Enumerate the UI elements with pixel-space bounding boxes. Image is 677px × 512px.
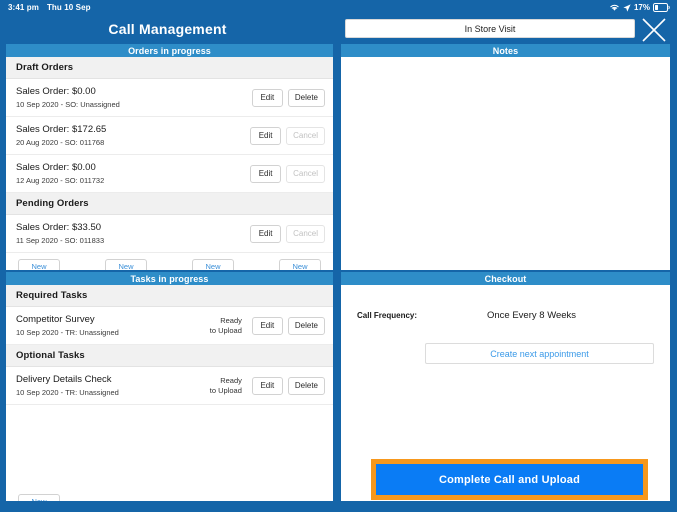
call-frequency-label: Call Frequency:	[357, 311, 418, 320]
call-frequency-row: Call Frequency: Once Every 8 Weeks	[341, 310, 670, 321]
status-time: 3:41 pm	[8, 3, 39, 12]
order-info: Sales Order: $33.50 11 Sep 2020 - SO: 01…	[16, 221, 245, 246]
complete-call-and-upload-button[interactable]: Complete Call and Upload	[376, 464, 643, 495]
delete-button[interactable]: Delete	[287, 88, 325, 107]
group-heading-draft-orders: Draft Orders	[6, 57, 333, 79]
order-subtitle: 11 Sep 2020 - SO: 011833	[16, 236, 105, 245]
notes-area[interactable]	[341, 57, 670, 270]
delete-button[interactable]: Delete	[287, 316, 325, 335]
close-icon[interactable]	[640, 16, 668, 44]
task-subtitle: 10 Sep 2020 - TR: Unassigned	[16, 388, 119, 397]
status-badge: Ready to Upload	[210, 316, 242, 335]
table-row[interactable]: Sales Order: $0.00 10 Sep 2020 - SO: Una…	[6, 79, 333, 117]
call-frequency-value: Once Every 8 Weeks	[487, 310, 577, 321]
table-row[interactable]: Delivery Details Check 10 Sep 2020 - TR:…	[6, 367, 333, 405]
new-return-button[interactable]: New Return	[279, 259, 321, 270]
task-info: Delivery Details Check 10 Sep 2020 - TR:…	[16, 373, 210, 398]
wifi-icon	[609, 3, 620, 12]
page-title: Call Management	[108, 20, 227, 37]
visit-type-field[interactable]: In Store Visit	[345, 19, 635, 38]
new-pending-button[interactable]: New Pending	[192, 259, 234, 270]
order-title: Sales Order: $0.00	[16, 162, 96, 173]
new-quote-button[interactable]: New Quote	[18, 259, 60, 270]
panel-header-tasks: Tasks in progress	[6, 272, 333, 285]
panel-body-orders: Draft Orders Sales Order: $0.00 10 Sep 2…	[6, 57, 333, 270]
order-title: Sales Order: $172.65	[16, 124, 107, 135]
new-return-line1: New	[292, 262, 308, 270]
battery-percent: 17%	[633, 3, 650, 12]
order-title: Sales Order: $0.00	[16, 86, 96, 97]
table-row[interactable]: Sales Order: $0.00 12 Aug 2020 - SO: 011…	[6, 155, 333, 193]
delete-button[interactable]: Delete	[287, 376, 325, 395]
new-task-row: New Task	[6, 486, 333, 501]
status-line1: Ready	[220, 316, 242, 325]
new-order-buttons-row: New Quote New Order New Pending New Retu…	[6, 253, 333, 270]
table-row[interactable]: Competitor Survey 10 Sep 2020 - TR: Unas…	[6, 307, 333, 345]
order-subtitle: 10 Sep 2020 - SO: Unassigned	[16, 100, 120, 109]
panel-body-tasks: Required Tasks Competitor Survey 10 Sep …	[6, 285, 333, 501]
cancel-button: Cancel	[286, 164, 325, 183]
new-pending-line1: New	[205, 262, 221, 270]
task-subtitle: 10 Sep 2020 - TR: Unassigned	[16, 328, 119, 337]
new-order-line1: New	[118, 262, 134, 270]
status-indicators: 17%	[609, 3, 671, 12]
order-info: Sales Order: $172.65 20 Aug 2020 - SO: 0…	[16, 123, 245, 148]
panel-header-notes: Notes	[341, 44, 670, 57]
task-title: Delivery Details Check	[16, 374, 112, 385]
panel-body-checkout: Call Frequency: Once Every 8 Weeks Creat…	[341, 285, 670, 501]
task-title: Competitor Survey	[16, 314, 95, 325]
order-info: Sales Order: $0.00 12 Aug 2020 - SO: 011…	[16, 161, 245, 186]
group-heading-pending-orders: Pending Orders	[6, 193, 333, 215]
new-task-line1: New	[31, 497, 46, 501]
panel-header-checkout: Checkout	[341, 272, 670, 285]
order-subtitle: 20 Aug 2020 - SO: 011768	[16, 138, 105, 147]
cancel-button: Cancel	[286, 224, 325, 243]
task-info: Competitor Survey 10 Sep 2020 - TR: Unas…	[16, 313, 210, 338]
order-info: Sales Order: $0.00 10 Sep 2020 - SO: Una…	[16, 85, 247, 110]
group-heading-optional-tasks: Optional Tasks	[6, 345, 333, 367]
edit-button[interactable]: Edit	[251, 376, 283, 395]
complete-call-highlight: Complete Call and Upload	[371, 459, 648, 500]
status-line2: to Upload	[209, 325, 242, 335]
status-line2: to Upload	[209, 385, 242, 395]
table-row[interactable]: Sales Order: $33.50 11 Sep 2020 - SO: 01…	[6, 215, 333, 253]
panel-header-orders: Orders in progress	[6, 44, 333, 57]
order-title: Sales Order: $33.50	[16, 222, 102, 233]
status-date: Thu 10 Sep	[46, 3, 91, 12]
new-order-button[interactable]: New Order	[105, 259, 147, 270]
create-appointment-row: Create next appointment	[341, 343, 670, 364]
group-heading-required-tasks: Required Tasks	[6, 285, 333, 307]
cancel-button: Cancel	[286, 126, 325, 145]
location-arrow-icon	[623, 3, 631, 12]
status-line1: Ready	[220, 376, 242, 385]
table-row[interactable]: Sales Order: $172.65 20 Aug 2020 - SO: 0…	[6, 117, 333, 155]
battery-icon	[653, 3, 671, 12]
edit-button[interactable]: Edit	[250, 224, 282, 243]
status-badge: Ready to Upload	[210, 376, 242, 395]
order-subtitle: 12 Aug 2020 - SO: 011732	[16, 176, 105, 185]
new-task-button[interactable]: New Task	[18, 494, 60, 501]
edit-button[interactable]: Edit	[250, 164, 282, 183]
edit-button[interactable]: Edit	[251, 88, 283, 107]
status-bar: 3:41 pm Thu 10 Sep 17%	[0, 0, 677, 15]
edit-button[interactable]: Edit	[251, 316, 283, 335]
edit-button[interactable]: Edit	[250, 126, 282, 145]
create-next-appointment-button[interactable]: Create next appointment	[425, 343, 654, 364]
new-quote-line1: New	[31, 262, 47, 270]
